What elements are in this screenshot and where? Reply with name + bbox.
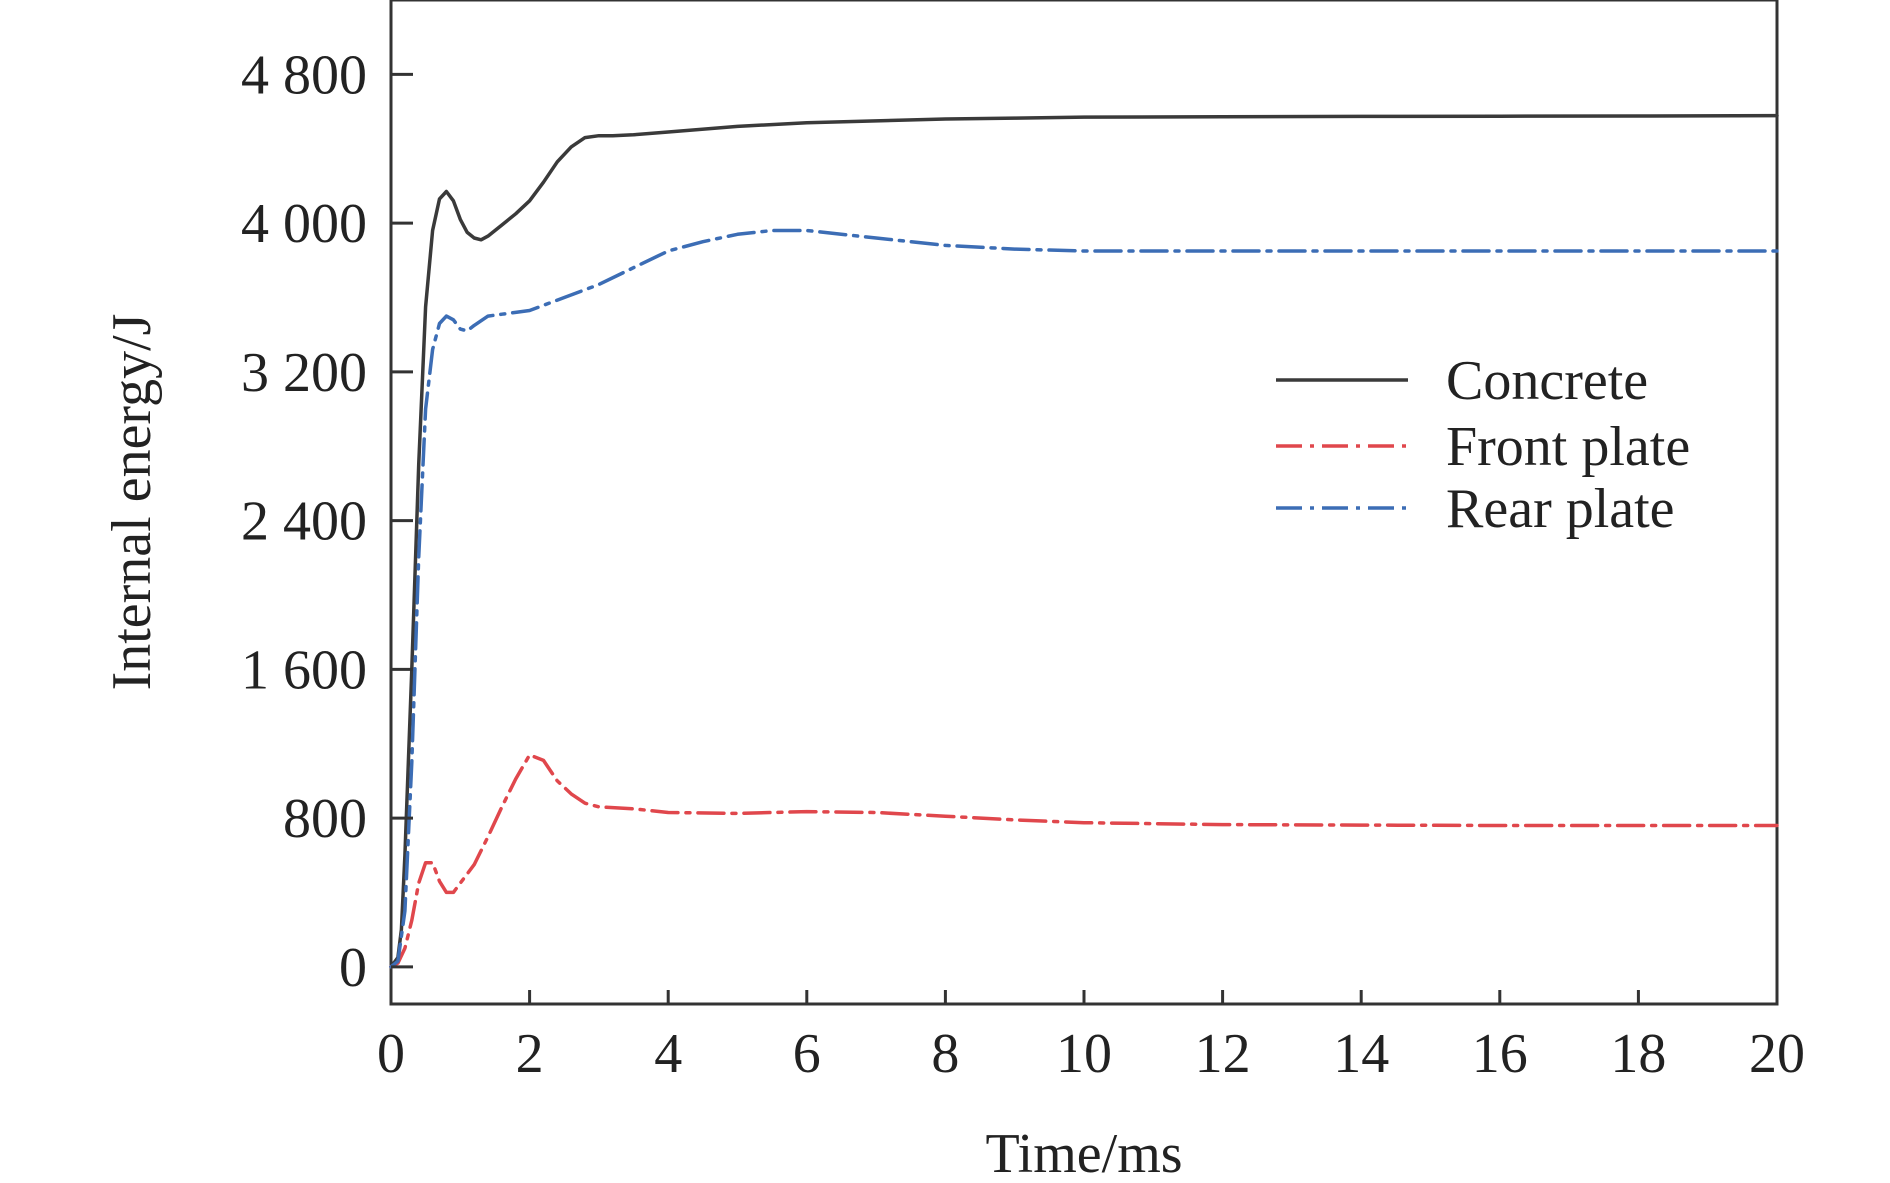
- y-tick-label: 4 800: [241, 44, 367, 106]
- x-tick-label: 8: [931, 1023, 959, 1085]
- x-tick-label: 20: [1749, 1023, 1805, 1085]
- y-tick-label: 2 400: [241, 491, 367, 553]
- x-axis-ticks: 0 2 4 6 8 10 12 14 16 18 20: [377, 990, 1805, 1085]
- y-tick-label: 3 200: [241, 342, 367, 404]
- y-tick-label: 4 000: [241, 193, 367, 255]
- x-tick-label: 12: [1195, 1023, 1251, 1085]
- series-line-front-plate: [389, 753, 1779, 969]
- legend-label-concrete: Concrete: [1446, 350, 1648, 412]
- x-tick-label: 14: [1333, 1023, 1389, 1085]
- series-line-concrete: [389, 113, 1779, 969]
- x-tick-label: 18: [1610, 1023, 1666, 1085]
- y-tick-label: 1 600: [241, 639, 367, 701]
- series-layer: [389, 113, 1779, 969]
- y-tick-label: 800: [283, 788, 367, 850]
- y-axis-title: Internal energy/J: [101, 314, 163, 691]
- x-tick-label: 0: [377, 1023, 405, 1085]
- x-tick-label: 4: [654, 1023, 682, 1085]
- x-tick-label: 16: [1472, 1023, 1528, 1085]
- x-tick-label: 10: [1056, 1023, 1112, 1085]
- y-axis-ticks: 0 800 1 600 2 400 3 200 4 000 4 800: [241, 44, 413, 999]
- plot-area: 0 2 4 6 8 10 12 14 16 18 20 0 800 1 600 2 400 3 200 4 0…: [241, 0, 1805, 1085]
- series-line-rear-plate: [389, 228, 1779, 969]
- x-tick-label: 2: [516, 1023, 544, 1085]
- x-tick-label: 6: [793, 1023, 821, 1085]
- y-tick-label: 0: [339, 937, 367, 999]
- legend-label-rear-plate: Rear plate: [1446, 478, 1675, 540]
- legend-label-front-plate: Front plate: [1446, 416, 1690, 478]
- x-axis-title: Time/ms: [985, 1123, 1182, 1183]
